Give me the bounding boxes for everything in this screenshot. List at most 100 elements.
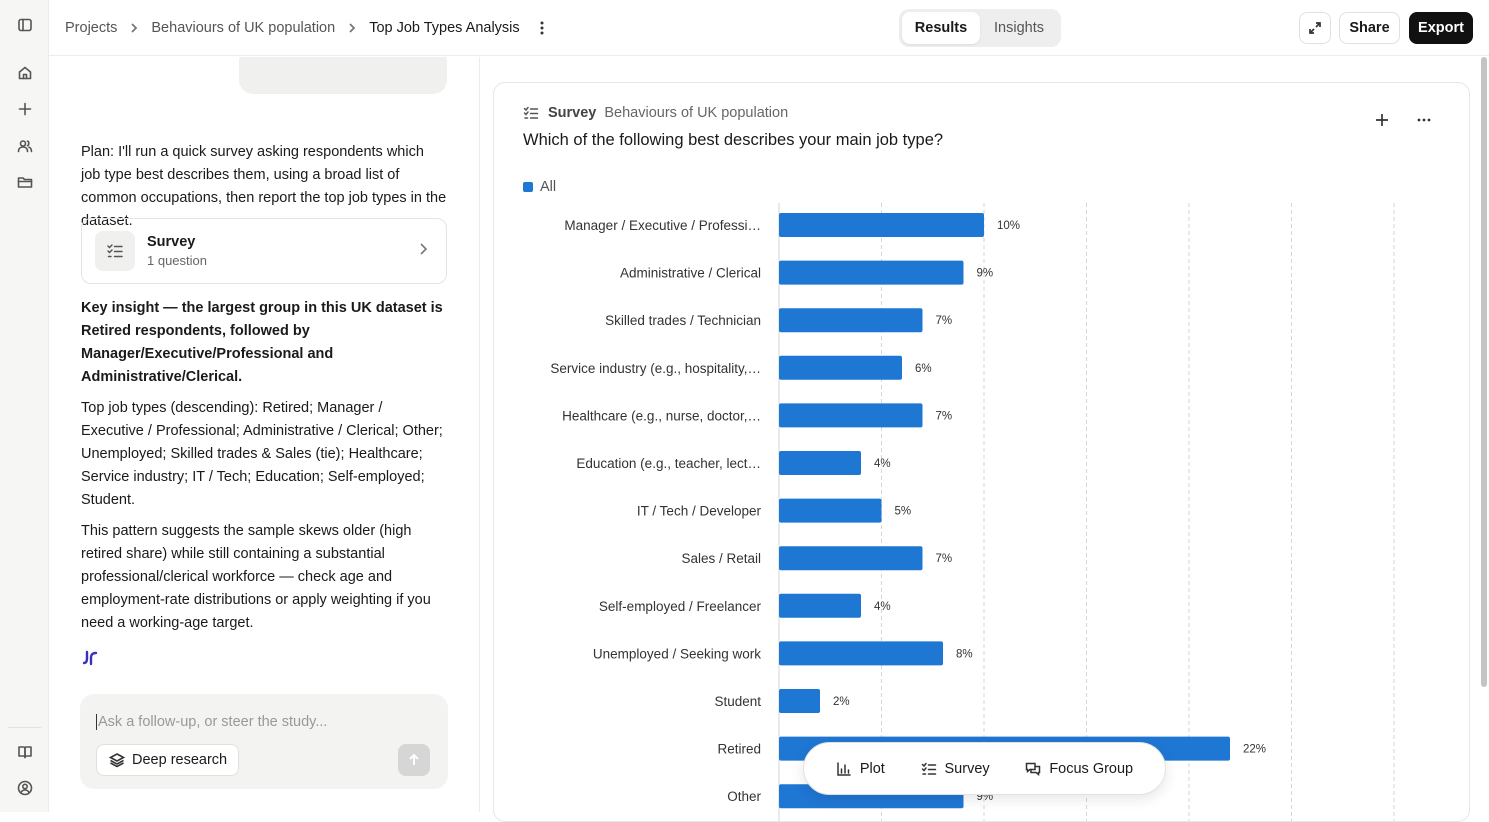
bar-chart: Manager / Executive / Professi… 10% Admini… [550,203,1395,821]
bar [779,403,923,428]
bar [779,213,984,237]
bar [779,451,861,475]
value-label: 2% [833,696,850,708]
bar [779,641,943,666]
tab-results[interactable]: Results [902,12,980,44]
chevron-right-icon [346,22,358,34]
results-panel: Survey Behaviours of UK population Which… [493,82,1470,822]
category-label: Student [714,694,761,709]
breadcrumb: Projects Behaviours of UK population Top… [65,0,552,56]
category-label: Other [727,789,761,804]
left-rail [0,0,49,812]
survey-card[interactable]: Survey 1 question [81,218,447,284]
category-label: Administrative / Clerical [620,266,761,281]
chat-panel: Plan: I'll run a quick survey asking res… [49,57,480,812]
breadcrumb-current: Top Job Types Analysis [369,20,520,36]
survey-button[interactable]: Survey [921,761,990,777]
breadcrumb-projects[interactable]: Projects [65,20,118,36]
book-icon[interactable] [12,739,37,764]
key-insight-text: Key insight — the largest group in this … [81,300,443,385]
category-label: Education (e.g., teacher, lect… [576,456,761,471]
chat-bubbles-icon [1026,762,1041,776]
deep-research-label: Deep research [132,752,228,768]
bar [779,546,923,571]
value-label: 7% [936,315,953,327]
sidebar-toggle-icon[interactable] [12,12,37,37]
more-horizontal-icon[interactable] [1412,109,1436,131]
bar [779,355,902,380]
focus-group-button[interactable]: Focus Group [1025,761,1133,777]
follow-up-input[interactable]: Ask a follow-up, or steer the study... [96,714,328,730]
chart-legend: All [523,179,556,195]
results-type-label: Survey [548,105,597,121]
survey-card-title: Survey [147,234,196,250]
assistant-plan-text: Plan: I'll run a quick survey asking res… [81,144,447,229]
legend-label: All [540,179,557,195]
brand-logo [81,649,99,672]
layers-icon [109,753,125,768]
checklist-icon [95,231,135,271]
view-toggle: Results Insights [899,9,1061,47]
people-icon[interactable] [12,133,37,158]
top-job-types-text: Top job types (descending): Retired; Man… [81,400,443,508]
user-message-bubble [239,57,447,94]
plot-label: Plot [859,760,885,777]
results-project-label: Behaviours of UK population [604,105,789,121]
checklist-icon [921,762,936,775]
expand-icon [1309,22,1321,34]
plus-icon [1376,114,1388,126]
breadcrumb-project[interactable]: Behaviours of UK population [151,20,336,36]
question-title: Which of the following best describes yo… [523,131,944,149]
category-label: Manager / Executive / Professi… [564,218,761,233]
value-label: 4% [874,601,891,613]
expand-button[interactable] [1299,12,1331,44]
chevron-right-icon [416,242,430,261]
plot-button[interactable]: Plot [836,761,885,777]
checklist-icon [523,106,539,119]
arrow-up-icon [409,753,419,765]
focus-group-label: Focus Group [1049,760,1134,777]
value-label: 8% [956,648,973,660]
tab-insights[interactable]: Insights [994,20,1044,36]
survey-card-subtitle: 1 question [147,253,207,268]
category-label: IT / Tech / Developer [637,504,762,519]
composer: Ask a follow-up, or steer the study... D… [80,694,448,789]
category-label: Unemployed / Seeking work [593,646,761,661]
value-label: 6% [915,363,932,375]
floating-toolbar: Plot Survey Focus Group [803,742,1166,795]
more-vertical-icon[interactable] [532,18,552,38]
category-label: Retired [717,742,761,757]
bar [779,308,923,333]
survey-label: Survey [944,760,990,777]
plus-icon[interactable] [12,96,37,121]
chevron-right-icon [128,22,140,34]
category-label: Sales / Retail [681,551,761,566]
value-label: 10% [997,220,1020,232]
value-label: 4% [874,458,891,470]
bar [779,498,882,523]
home-icon[interactable] [12,60,37,85]
account-icon[interactable] [12,775,37,800]
top-bar: Projects Behaviours of UK population Top… [49,0,1489,56]
value-label: 9% [977,268,994,280]
pattern-text: This pattern suggests the sample skews o… [81,523,431,631]
export-button[interactable]: Export [1409,12,1473,44]
value-label: 5% [895,506,912,518]
add-button[interactable] [1371,109,1393,131]
folder-icon[interactable] [12,169,37,194]
deep-research-button[interactable]: Deep research [96,744,239,776]
value-label: 7% [936,553,953,565]
category-label: Healthcare (e.g., nurse, doctor,… [562,408,761,423]
category-label: Skilled trades / Technician [605,313,761,328]
value-label: 22% [1243,744,1266,756]
scrollbar[interactable] [1481,57,1487,687]
legend-swatch [523,182,533,192]
category-label: Self-employed / Freelancer [599,599,762,614]
share-button[interactable]: Share [1339,12,1400,44]
rail-divider [8,727,41,728]
bar [779,689,820,713]
value-label: 7% [936,410,953,422]
send-button[interactable] [398,744,430,776]
category-label: Service industry (e.g., hospitality,… [550,361,761,376]
results-header: Survey Behaviours of UK population [523,105,788,121]
